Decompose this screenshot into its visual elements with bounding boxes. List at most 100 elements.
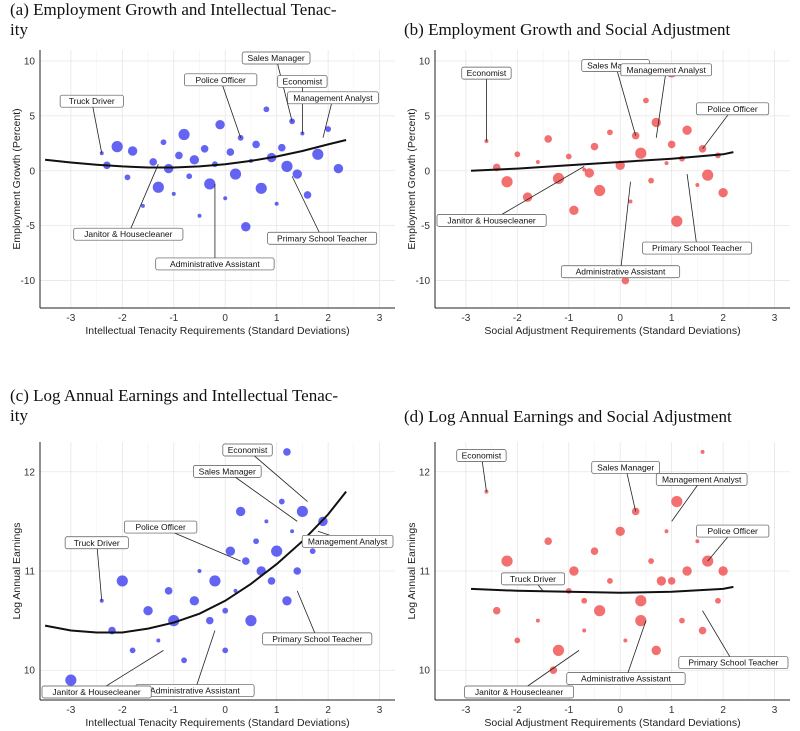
- data-point: [178, 128, 190, 141]
- callout-label: Management Analyst: [308, 536, 388, 546]
- data-point: [127, 146, 138, 156]
- callout-label: Administrative Assistant: [576, 267, 666, 277]
- y-tick-label: 11: [420, 567, 431, 578]
- data-point: [651, 117, 661, 128]
- callout-box: [436, 214, 547, 227]
- callout-leader: [91, 101, 103, 154]
- callout-label: Janitor & Housecleaner: [475, 687, 564, 697]
- callout-leader: [127, 164, 159, 235]
- x-tick-label: -3: [461, 705, 470, 716]
- callout-leader: [220, 79, 242, 138]
- data-point: [582, 167, 587, 172]
- data-point: [215, 119, 225, 130]
- x-axis-label: Social Adjustment Requirements (Standard…: [484, 717, 740, 729]
- y-tick-label: 5: [424, 111, 430, 122]
- panel-title-a: (a) Employment Growth and Intellectual T…: [10, 0, 337, 39]
- data-point: [252, 140, 260, 149]
- data-point: [718, 566, 728, 576]
- callout-box: [678, 656, 789, 670]
- x-tick-label: -3: [66, 705, 75, 716]
- callout-leader: [686, 174, 698, 249]
- callout-box: [124, 520, 198, 534]
- data-point: [226, 148, 235, 156]
- callout-box: [184, 73, 258, 87]
- data-point: [235, 506, 246, 517]
- data-point: [241, 557, 250, 565]
- y-axis-label: Employment Growth (Percent): [11, 108, 23, 249]
- data-point: [160, 139, 167, 146]
- data-point: [156, 638, 161, 643]
- data-point: [267, 577, 276, 585]
- data-point: [664, 529, 669, 534]
- data-point: [264, 519, 269, 524]
- data-point: [186, 173, 193, 180]
- callout-box: [267, 231, 378, 245]
- y-tick-label: 5: [29, 111, 35, 122]
- data-point: [197, 213, 202, 218]
- callout-leader: [275, 57, 293, 122]
- data-point: [582, 628, 587, 633]
- callout-label: Janitor & Housecleaner: [447, 215, 536, 225]
- x-tick-label: 1: [274, 313, 280, 324]
- x-tick-label: -2: [118, 313, 127, 324]
- callout-label: Primary School Teacher: [277, 233, 367, 243]
- data-point: [671, 215, 683, 227]
- x-tick-label: 0: [222, 313, 228, 324]
- callout-box: [655, 473, 748, 486]
- data-point: [552, 172, 565, 185]
- fit-curve: [470, 151, 734, 172]
- data-point: [200, 145, 209, 153]
- data-point: [233, 588, 238, 593]
- y-tick-label: 10: [24, 56, 36, 67]
- callout-label: Primary School Teacher: [652, 243, 742, 253]
- data-point: [607, 129, 613, 136]
- data-point: [682, 125, 692, 135]
- data-point: [594, 184, 606, 197]
- y-tick-label: 10: [24, 666, 36, 677]
- y-tick-label: -10: [416, 276, 431, 287]
- data-point: [274, 201, 279, 206]
- data-point: [296, 505, 308, 518]
- callout-label: Management Analyst: [662, 474, 742, 484]
- data-point: [129, 647, 136, 654]
- callout-label: Administrative Assistant: [170, 259, 260, 269]
- data-point: [124, 174, 131, 181]
- callout-label: Economist: [467, 68, 507, 78]
- data-point: [492, 606, 501, 615]
- data-point: [590, 142, 599, 151]
- x-tick-label: -1: [169, 313, 178, 324]
- callout-label: Truck Driver: [74, 538, 120, 548]
- callout-box: [464, 685, 575, 699]
- data-point: [695, 539, 700, 544]
- data-point: [222, 607, 229, 614]
- data-point: [149, 158, 157, 166]
- data-point: [594, 605, 606, 617]
- callout-label: Economist: [462, 451, 502, 461]
- data-point: [635, 147, 647, 159]
- data-point: [281, 160, 293, 172]
- data-point: [65, 674, 77, 686]
- callout-box: [501, 572, 565, 586]
- x-tick-label: -2: [513, 313, 522, 324]
- callout-label: Janitor & Housecleaner: [84, 229, 173, 239]
- y-axis-label: Log Annual Earnings: [406, 523, 418, 620]
- data-point: [222, 647, 229, 654]
- callout-label: Sales Manager: [597, 462, 654, 472]
- data-point: [293, 567, 302, 575]
- callout-box: [620, 63, 712, 77]
- data-point: [667, 140, 676, 149]
- data-point: [237, 134, 244, 141]
- callout-box: [696, 524, 770, 538]
- callout-label: Janitor & Housecleaner: [52, 687, 141, 697]
- data-point: [648, 558, 654, 564]
- data-point: [189, 155, 200, 165]
- data-point: [290, 529, 295, 534]
- data-point: [163, 163, 174, 174]
- data-point: [715, 597, 721, 604]
- x-tick-label: -3: [66, 313, 75, 324]
- data-point: [241, 222, 251, 232]
- data-point: [569, 205, 579, 215]
- callout-label: Administrative Assistant: [581, 674, 671, 684]
- data-point: [514, 637, 521, 644]
- x-tick-label: -3: [461, 313, 470, 324]
